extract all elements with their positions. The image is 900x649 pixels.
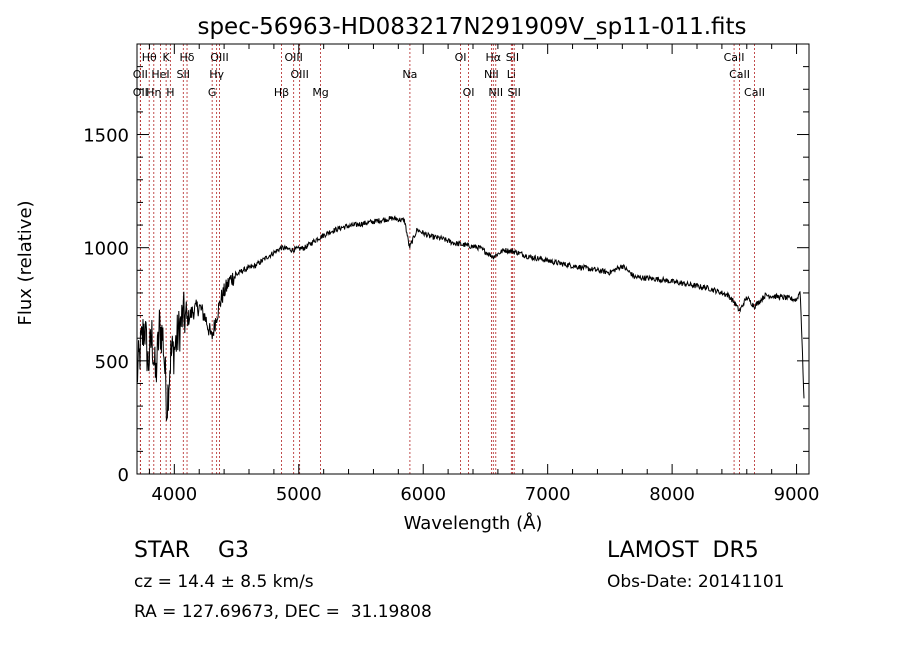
redshift-velocity: cz = 14.4 ± 8.5 km/s (134, 572, 314, 592)
survey-name: LAMOST DR5 (607, 538, 759, 563)
x-axis-label: Wavelength (Å) (404, 512, 543, 534)
marker-label-10: HeI (151, 68, 169, 81)
marker-label-27: CaII (744, 86, 765, 99)
coordinates: RA = 127.69673, DEC = 31.19808 (134, 602, 432, 622)
marker-label-25: NII (488, 86, 503, 99)
chart-title: spec-56963-HD083217N291909V_sp11-011.fit… (197, 14, 746, 40)
x-tick-label-7000: 7000 (525, 484, 571, 505)
marker-label-1: K (163, 51, 171, 64)
y-axis: 0 500 1000 1500 (83, 66, 809, 486)
marker-label-3: OIII (210, 51, 228, 64)
plot-frame (136, 43, 810, 475)
marker-label-2: Hδ (180, 51, 195, 64)
observation-date: Obs-Date: 20141101 (607, 572, 785, 592)
object-class: STAR G3 (134, 538, 250, 563)
x-tick-label-5000: 5000 (276, 484, 322, 505)
marker-label-11: SII (177, 68, 190, 81)
x-tick-label-6000: 6000 (400, 484, 446, 505)
marker-label-21: G (208, 86, 217, 99)
marker-label-15: NII (484, 68, 499, 81)
x-tick-label-9000: 9000 (774, 484, 820, 505)
y-tick-label-0: 0 (118, 465, 129, 486)
marker-label-12: Hγ (209, 68, 224, 81)
y-axis-label: Flux (relative) (15, 200, 36, 325)
marker-label-23: Mg (312, 86, 328, 99)
x-tick-label-4000: 4000 (151, 484, 197, 505)
marker-label-14: Na (402, 68, 417, 81)
marker-label-6: Hα (486, 51, 502, 64)
marker-label-26: SII (507, 86, 520, 99)
marker-label-13: OIII (290, 68, 308, 81)
marker-label-17: CaII (729, 68, 750, 81)
marker-label-24: OI (463, 86, 475, 99)
marker-label-4: OIII (284, 51, 302, 64)
marker-label-5: OI (455, 51, 467, 64)
marker-label-7: SII (506, 51, 519, 64)
y-tick-label-1500: 1500 (83, 126, 129, 147)
x-tick-label-8000: 8000 (649, 484, 695, 505)
y-tick-label-1000: 1000 (83, 239, 129, 260)
marker-label-20: H (166, 86, 174, 99)
y-tick-label-500: 500 (95, 352, 129, 373)
marker-label-22: Hβ (274, 86, 289, 99)
x-axis: 4000 5000 6000 7000 8000 9000 (148, 44, 820, 505)
marker-label-8: CaII (724, 51, 745, 64)
series-layer (136, 215, 805, 421)
series-line-0 (136, 215, 805, 421)
marker-label-19: Hη (146, 86, 161, 99)
marker-label-16: Li (507, 68, 516, 81)
marker-label-0: Hθ (142, 51, 157, 64)
